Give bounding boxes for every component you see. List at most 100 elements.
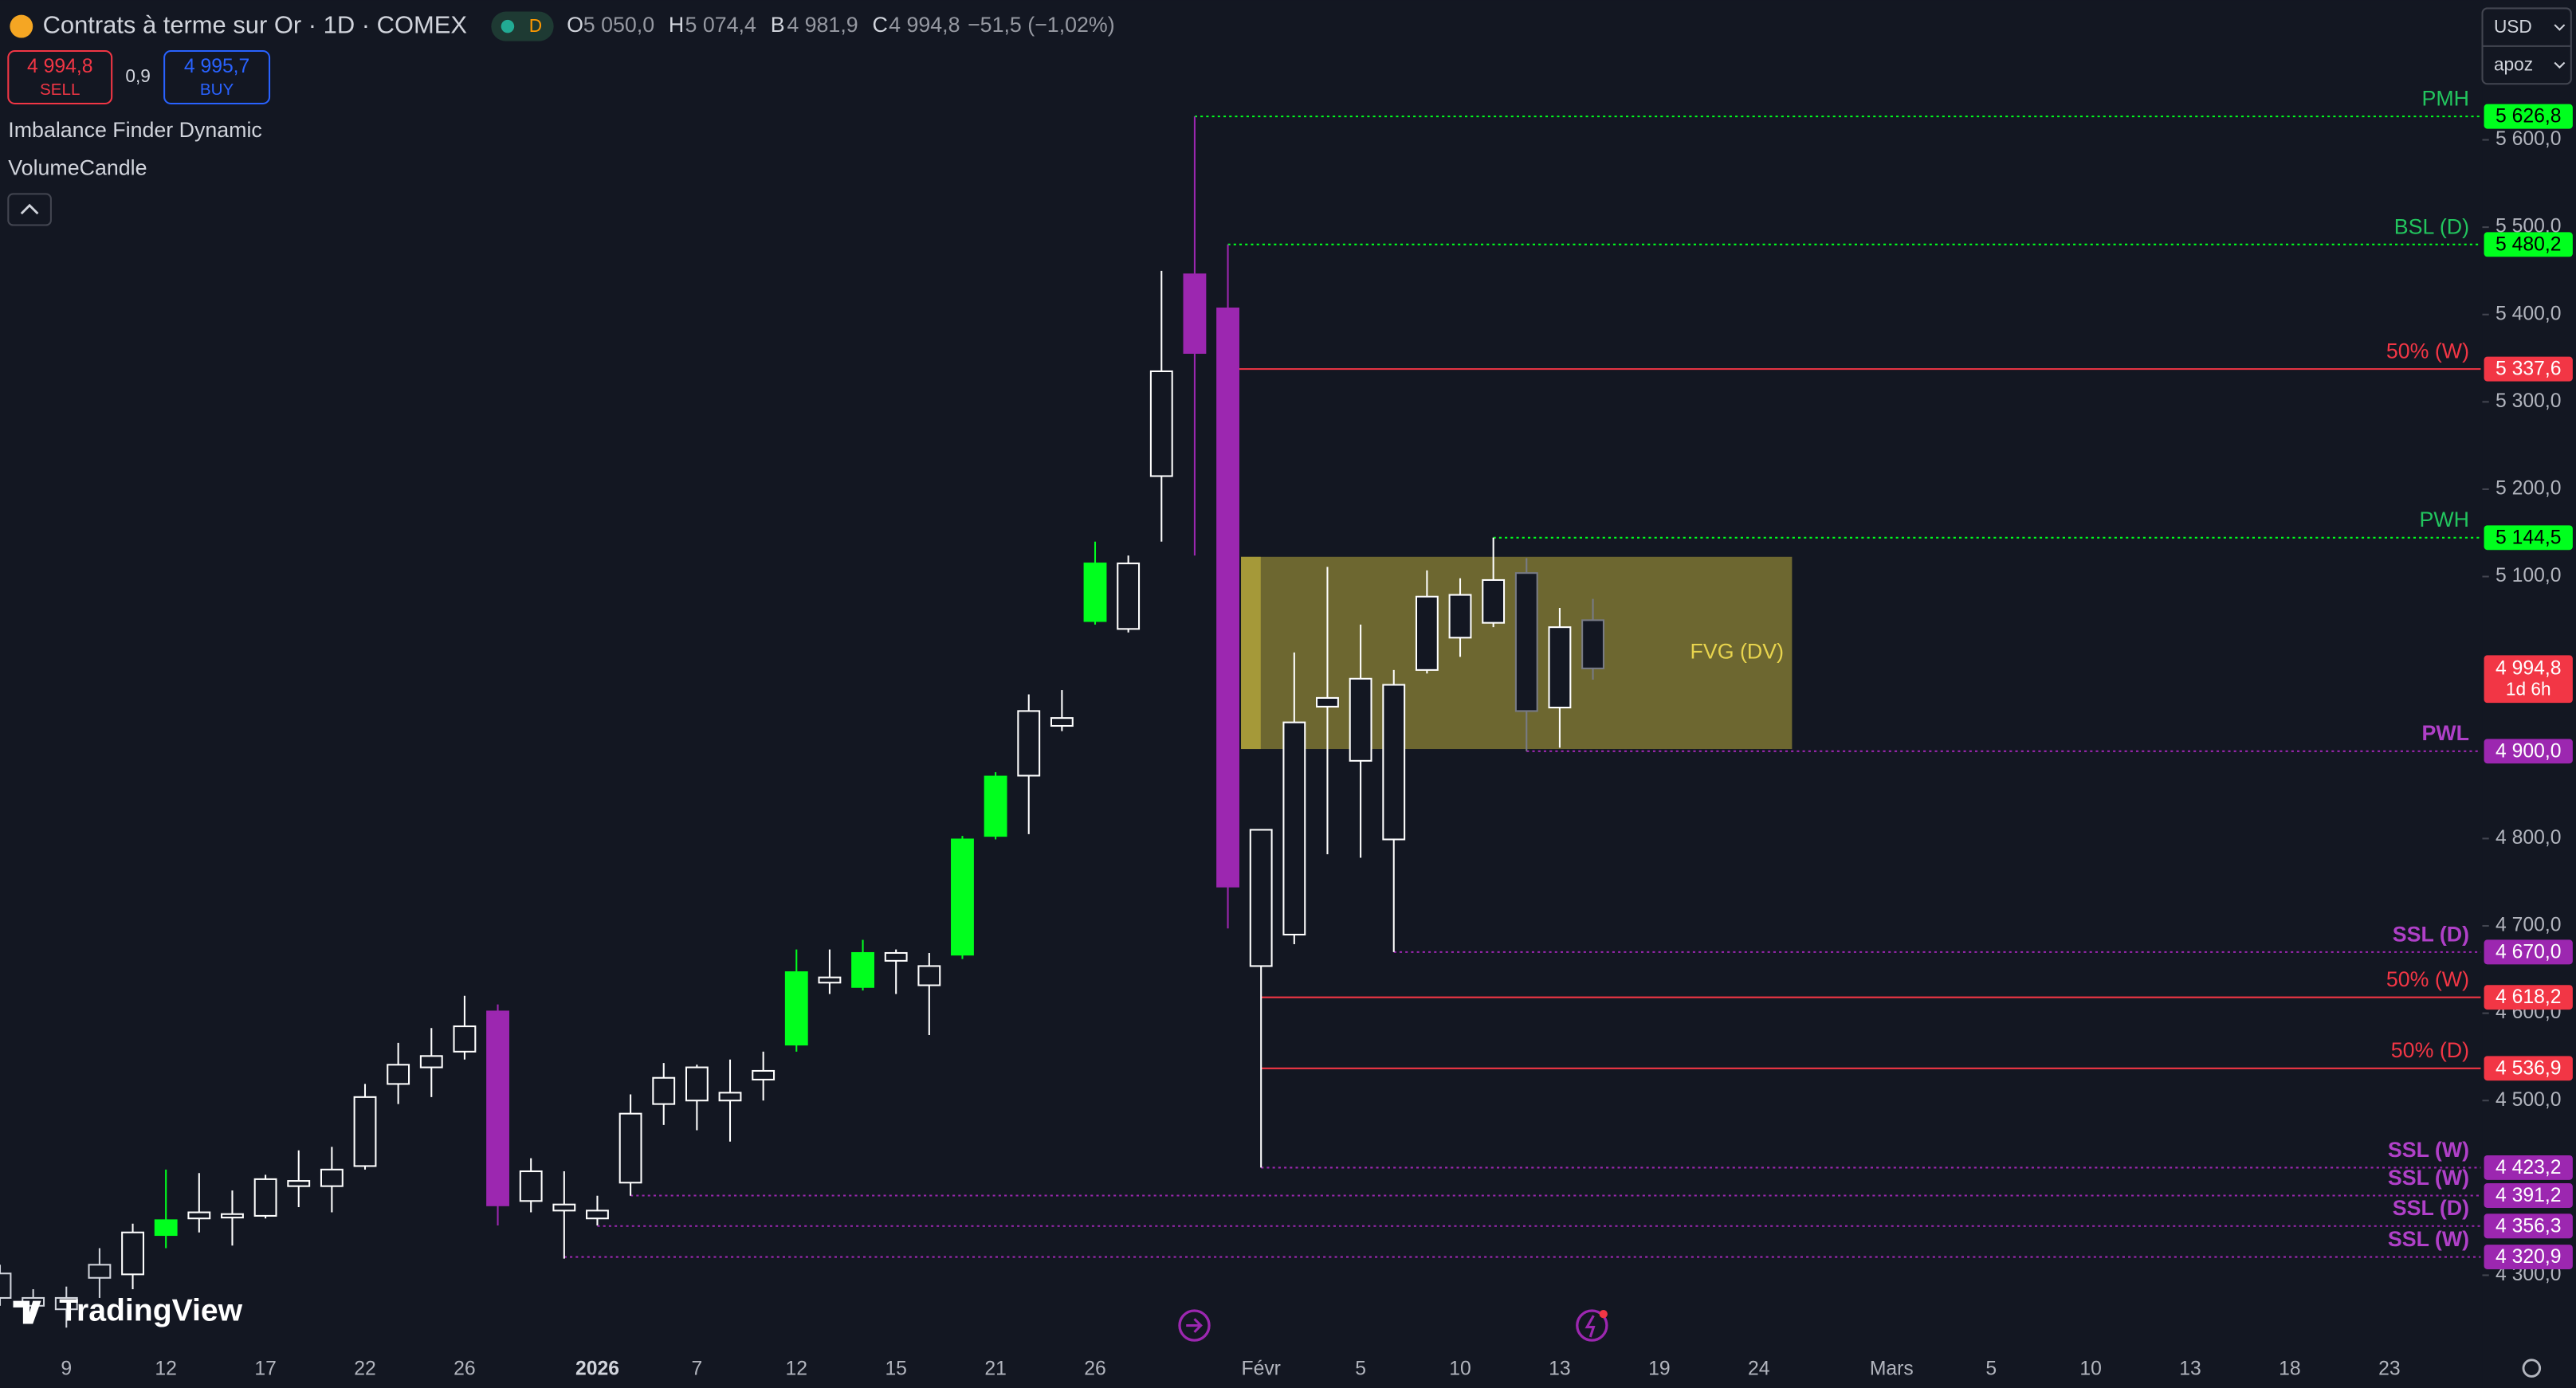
candle-body <box>54 1296 78 1311</box>
x-tick-label: 12 <box>155 1359 177 1380</box>
candle-body <box>1117 563 1141 630</box>
level-price: 4 391,2 <box>2496 1185 2561 1206</box>
ohlc-value: 4 981,9 <box>787 13 858 37</box>
level-name: BSL (D) <box>2394 214 2469 238</box>
x-tick-label: 5 <box>1985 1359 1997 1380</box>
sell-button[interactable] <box>7 50 113 105</box>
indicator[interactable]: VolumeCandle <box>8 156 147 180</box>
x-tick-label: 26 <box>1084 1359 1106 1380</box>
account: apoz <box>2494 54 2533 75</box>
level-price: 4 670,0 <box>2496 941 2561 963</box>
ohlc-value: 5 050,0 <box>583 13 654 37</box>
candle-body <box>1050 717 1074 727</box>
buy-button[interactable] <box>163 50 271 105</box>
collapse-button[interactable] <box>7 193 52 226</box>
plot-area: FVG (DV) PMH BSL (D) 50% (W) PWH PWL SSL (D) 50… <box>0 87 2495 1380</box>
badge: D <box>529 15 542 36</box>
level-name: 50% (W) <box>2386 339 2469 363</box>
replay-icon[interactable] <box>1178 1309 1211 1342</box>
collapse-icon <box>20 203 39 215</box>
candle-body <box>353 1096 377 1167</box>
y-tick-label: 4 500,0 <box>2496 1089 2561 1111</box>
level-price-box <box>2484 356 2573 382</box>
alert-icon[interactable] <box>1576 1309 1608 1342</box>
last-price-box <box>2484 655 2573 704</box>
x-tick-label: 26 <box>454 1359 476 1380</box>
alert-dot <box>1599 1309 1608 1319</box>
candle-body <box>320 1168 344 1187</box>
level-name: PMH <box>2422 87 2470 111</box>
x-tick-label: 24 <box>1748 1359 1770 1380</box>
x-tick-label: 10 <box>2079 1359 2102 1380</box>
chevrons <box>2554 24 2566 69</box>
level-price: 5 626,8 <box>2496 106 2561 127</box>
fvg-label: FVG (DV) <box>1690 639 1785 663</box>
level-name: PWH <box>2420 508 2469 531</box>
buy-label: BUY <box>200 80 234 99</box>
sell-price: 4 994,8 <box>27 56 92 77</box>
candle-body <box>851 951 874 988</box>
logo-mark <box>13 1300 43 1324</box>
x-tick-label: 5 <box>1355 1359 1366 1380</box>
candle-body <box>453 1025 477 1053</box>
candle-body <box>586 1210 609 1220</box>
candle-body <box>718 1092 742 1102</box>
level-name: SSL (W) <box>2388 1138 2469 1162</box>
candle-body <box>419 1055 443 1068</box>
x-tick-label: 18 <box>2279 1359 2301 1380</box>
indicator[interactable]: Imbalance Finder Dynamic <box>8 118 262 142</box>
level-name: SSL (W) <box>2388 1166 2469 1190</box>
candle-body <box>1316 696 1339 708</box>
candle-body <box>917 965 941 986</box>
level-price: 5 480,2 <box>2496 233 2561 255</box>
settings-icon[interactable] <box>2522 1359 2542 1378</box>
y-tick-label: 5 400,0 <box>2496 303 2561 324</box>
sell-label: SELL <box>40 80 80 99</box>
candle-body <box>1382 684 1406 841</box>
level-price: 4 900,0 <box>2496 740 2561 762</box>
x-tick-label: 22 <box>354 1359 376 1380</box>
level-name: 50% (W) <box>2386 967 2469 991</box>
buy-price: 4 995,7 <box>184 56 249 77</box>
level-price: 4 356,3 <box>2496 1215 2561 1237</box>
candle-body <box>1448 594 1472 639</box>
y-tick-label: 5 200,0 <box>2496 477 2561 499</box>
countdown: 1d 6h <box>2506 679 2551 700</box>
symbol-title[interactable]: Contrats à terme sur Or · 1D · COMEX <box>43 10 467 38</box>
level-price: 4 320,9 <box>2496 1246 2561 1268</box>
level-price-box <box>2484 939 2573 965</box>
level-name: SSL (W) <box>2388 1227 2469 1251</box>
x-tick-label: 23 <box>2378 1359 2401 1380</box>
candle-body <box>784 971 808 1046</box>
level-price: 5 337,6 <box>2496 359 2561 380</box>
ohlc-key: H <box>669 13 684 37</box>
candle-body <box>818 976 842 984</box>
x-tick-label: 10 <box>1449 1359 1471 1380</box>
x-tick-label: 17 <box>254 1359 277 1380</box>
candle-body <box>1183 273 1207 354</box>
y-tick-label: 4 700,0 <box>2496 915 2561 936</box>
candle-body <box>0 1272 12 1299</box>
level-price-box <box>2484 985 2573 1010</box>
candle-body <box>618 1112 642 1184</box>
candle-body <box>1017 710 1041 777</box>
candle-body <box>1083 563 1107 622</box>
level-price: 4 536,9 <box>2496 1057 2561 1079</box>
status-pill <box>491 11 554 41</box>
candle-body <box>1415 595 1439 671</box>
currency: USD <box>2494 16 2532 37</box>
candle-body <box>88 1264 112 1279</box>
candle-body <box>1548 626 1572 709</box>
candle-body <box>1282 721 1306 936</box>
candle-body <box>154 1219 178 1237</box>
fvg-edge <box>1241 556 1261 750</box>
x-tick-label: 13 <box>1549 1359 1571 1380</box>
x-tick-label: 21 <box>984 1359 1007 1380</box>
level-price-box <box>2484 525 2573 551</box>
x-tick-label: 7 <box>691 1359 702 1380</box>
x-tick-label: 12 <box>786 1359 808 1380</box>
x-tick-label: Mars <box>1870 1359 1914 1380</box>
candle-body <box>253 1178 277 1217</box>
candle-body <box>1149 370 1173 477</box>
